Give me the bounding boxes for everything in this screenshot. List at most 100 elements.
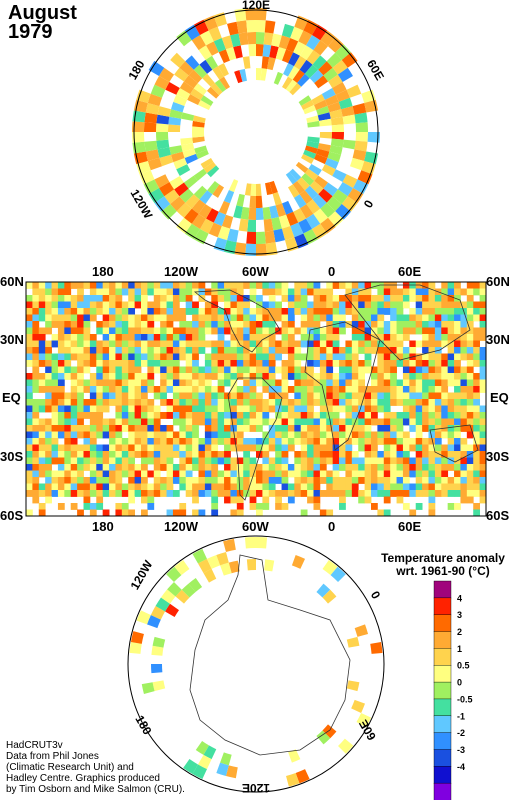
grid-cell [77,457,84,465]
grid-cell [249,379,257,387]
grid-cell [198,282,206,289]
grid-cell [339,314,346,322]
grid-cell [57,386,65,393]
grid-cell [281,464,289,471]
grid-cell [275,386,282,393]
grid-cell [147,483,155,491]
polar-cell [304,145,318,154]
grid-cell [198,490,206,497]
polar-cell [324,94,339,107]
polar-cell [346,84,362,98]
grid-cell [371,444,378,452]
grid-cell [211,457,219,465]
grid-cell [422,418,429,426]
polar-cell [220,752,232,766]
polar-cell [175,589,190,604]
grid-cell [441,327,449,335]
grid-cell [294,464,302,471]
grid-cell [128,431,136,439]
polar-cell [200,95,214,106]
grid-cell [57,490,65,497]
polar-cell [256,207,264,220]
grid-cell [402,438,410,445]
grid-cell [339,373,346,380]
grid-cell [268,379,276,387]
polar-cell [271,217,282,231]
grid-cell [134,386,142,393]
grid-cell [383,379,391,387]
grid-cell [204,438,212,445]
grid-cell [390,399,397,406]
grid-cell [224,457,231,465]
grid-cell [358,496,366,504]
grid-cell [121,282,129,289]
grid-cell [83,444,91,452]
grid-cell [147,503,155,510]
grid-cell [236,314,244,322]
polar-cell [159,154,174,167]
grid-cell [313,444,321,452]
grid-cell [83,477,91,484]
grid-cell [211,373,219,380]
grid-cell [217,386,225,393]
polar-cell [265,182,273,196]
grid-cell [268,282,276,289]
grid-cell [185,353,193,361]
grid-cell [473,464,481,471]
grid-cell [134,490,142,497]
grid-cell [466,490,474,497]
grid-cell [141,379,148,387]
grid-cell [268,464,276,471]
grid-cell [262,373,270,380]
polar-cell [357,170,373,185]
grid-cell [415,444,423,452]
polar-cell [322,724,337,739]
grid-cell [153,301,161,309]
grid-cell [153,314,161,322]
grid-cell [230,477,238,484]
grid-cell [447,347,455,354]
grid-cell [262,399,270,406]
grid-cell [319,308,327,315]
polar-cell [191,199,206,214]
grid-cell [128,327,136,335]
grid-cell [64,314,72,322]
grid-cell [256,347,263,354]
grid-cell [192,347,199,354]
grid-cell [466,418,474,426]
grid-cell [179,366,187,374]
polar-cell [187,94,201,105]
grid-cell [294,425,302,432]
grid-cell [326,360,334,367]
grid-cell [262,282,270,289]
grid-cell [256,503,263,510]
grid-cell [102,340,110,348]
grid-cell [179,451,187,458]
grid-cell [262,386,270,393]
grid-cell [141,490,148,497]
grid-cell [473,457,481,465]
grid-cell [454,470,461,478]
grid-cell [383,464,391,471]
polar-cell [361,160,376,175]
grid-cell [268,470,276,478]
grid-cell [383,373,391,380]
grid-cell [134,392,142,400]
grid-cell [479,425,487,432]
grid-cell [38,334,46,341]
grid-cell [396,418,404,426]
grid-cell [415,464,423,471]
grid-cell [262,431,270,439]
grid-cell [402,282,410,289]
grid-cell [307,353,314,361]
polar-cell [317,112,331,121]
grid-cell [230,386,238,393]
grid-cell [70,438,78,445]
grid-cell [428,490,436,497]
grid-cell [294,386,302,393]
grid-cell [166,399,174,406]
grid-cell [64,347,72,354]
grid-cell [460,314,468,322]
grid-cell [192,418,199,426]
grid-cell [249,464,257,471]
